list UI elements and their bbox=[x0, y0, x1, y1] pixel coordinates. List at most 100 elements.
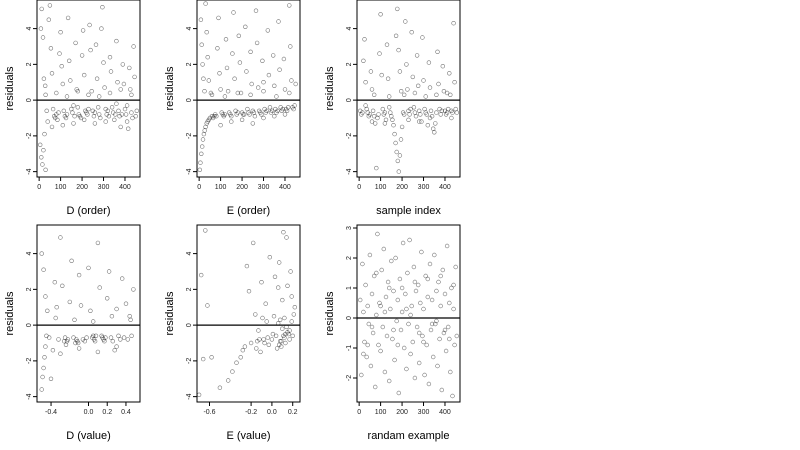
data-point bbox=[454, 333, 459, 339]
data-point bbox=[129, 333, 134, 338]
data-point bbox=[281, 230, 286, 235]
data-point bbox=[418, 112, 423, 117]
data-point bbox=[452, 79, 457, 85]
data-point bbox=[420, 333, 425, 339]
x-tick-label: 300 bbox=[98, 184, 110, 191]
data-point bbox=[434, 92, 439, 98]
data-point bbox=[106, 269, 112, 274]
data-point bbox=[262, 340, 267, 346]
data-point bbox=[86, 106, 91, 112]
data-point bbox=[40, 35, 46, 40]
data-point bbox=[389, 113, 394, 119]
data-point bbox=[425, 122, 430, 128]
x-tick-label: 100 bbox=[375, 409, 387, 416]
data-point bbox=[282, 87, 288, 92]
data-point bbox=[118, 124, 123, 130]
data-point bbox=[45, 119, 50, 124]
data-point bbox=[382, 110, 388, 115]
data-point bbox=[278, 317, 283, 322]
data-point bbox=[209, 92, 215, 98]
data-point bbox=[287, 90, 292, 96]
data-point bbox=[80, 28, 86, 33]
data-point bbox=[39, 6, 44, 12]
data-point bbox=[375, 115, 380, 121]
data-point bbox=[127, 314, 132, 319]
data-point bbox=[114, 38, 119, 44]
data-point bbox=[369, 324, 375, 330]
data-point bbox=[73, 40, 78, 46]
data-point bbox=[376, 112, 381, 117]
data-point bbox=[362, 37, 367, 42]
data-point bbox=[209, 355, 214, 360]
data-point bbox=[204, 30, 209, 35]
data-point bbox=[199, 151, 204, 157]
x-tick-label: 0.0 bbox=[267, 409, 277, 416]
data-point bbox=[412, 110, 418, 115]
data-point bbox=[201, 76, 206, 81]
data-point bbox=[378, 12, 383, 17]
x-tick-label: 0.0 bbox=[84, 409, 94, 416]
data-point bbox=[447, 300, 452, 306]
data-point bbox=[217, 71, 222, 76]
data-point bbox=[107, 54, 113, 60]
data-point bbox=[93, 42, 99, 47]
data-point bbox=[266, 342, 271, 347]
data-point bbox=[230, 51, 235, 56]
data-point bbox=[397, 276, 403, 282]
x-tick-label: 300 bbox=[418, 184, 430, 191]
x-tick-label: 300 bbox=[418, 409, 430, 416]
data-point bbox=[76, 272, 82, 278]
y-tick-label: 0 bbox=[346, 316, 353, 320]
y-tick-label: -2 bbox=[346, 133, 353, 139]
data-point bbox=[417, 108, 422, 114]
data-point bbox=[96, 112, 102, 117]
data-point bbox=[92, 339, 98, 344]
data-point bbox=[197, 167, 203, 173]
data-point bbox=[393, 33, 399, 38]
data-point bbox=[72, 317, 77, 322]
data-point bbox=[427, 115, 433, 121]
data-point bbox=[383, 117, 389, 123]
data-point bbox=[409, 303, 414, 309]
x-tick-label: 400 bbox=[439, 184, 451, 191]
y-axis-label: residuals bbox=[4, 66, 16, 111]
data-point bbox=[49, 71, 55, 76]
data-point bbox=[434, 110, 439, 115]
data-point bbox=[124, 103, 130, 108]
panel-sample-index: 0 100 200 300 400 -4 -2 0 2 4 sample index residual… bbox=[324, 0, 461, 217]
data-point bbox=[232, 76, 237, 81]
data-point bbox=[49, 124, 55, 130]
data-point bbox=[438, 273, 443, 279]
data-point bbox=[60, 122, 65, 128]
data-point bbox=[440, 63, 445, 69]
data-point bbox=[201, 356, 206, 362]
data-point bbox=[114, 344, 119, 349]
data-point bbox=[380, 324, 385, 330]
data-point bbox=[231, 10, 236, 15]
y-tick-label: -4 bbox=[186, 393, 193, 399]
data-point bbox=[222, 112, 228, 117]
data-point bbox=[282, 112, 288, 117]
data-point bbox=[378, 303, 383, 309]
data-point bbox=[428, 108, 434, 114]
data-point bbox=[198, 17, 204, 22]
data-point bbox=[393, 255, 398, 261]
data-point bbox=[48, 46, 54, 51]
data-point bbox=[447, 336, 452, 342]
data-point bbox=[287, 328, 292, 333]
y-tick-label: 2 bbox=[186, 62, 193, 66]
data-point bbox=[116, 333, 121, 338]
data-point bbox=[416, 83, 421, 89]
data-point bbox=[276, 321, 281, 326]
data-point bbox=[218, 87, 223, 92]
x-tick-label: 0 bbox=[357, 184, 361, 191]
data-point bbox=[442, 327, 448, 333]
data-point bbox=[214, 113, 219, 119]
data-point bbox=[264, 319, 269, 324]
data-point bbox=[89, 88, 94, 94]
data-point bbox=[423, 273, 428, 279]
y-tick-label: 4 bbox=[186, 252, 193, 256]
data-point bbox=[405, 270, 410, 276]
data-point bbox=[56, 110, 61, 115]
x-axis-label: E (value) bbox=[226, 430, 270, 442]
